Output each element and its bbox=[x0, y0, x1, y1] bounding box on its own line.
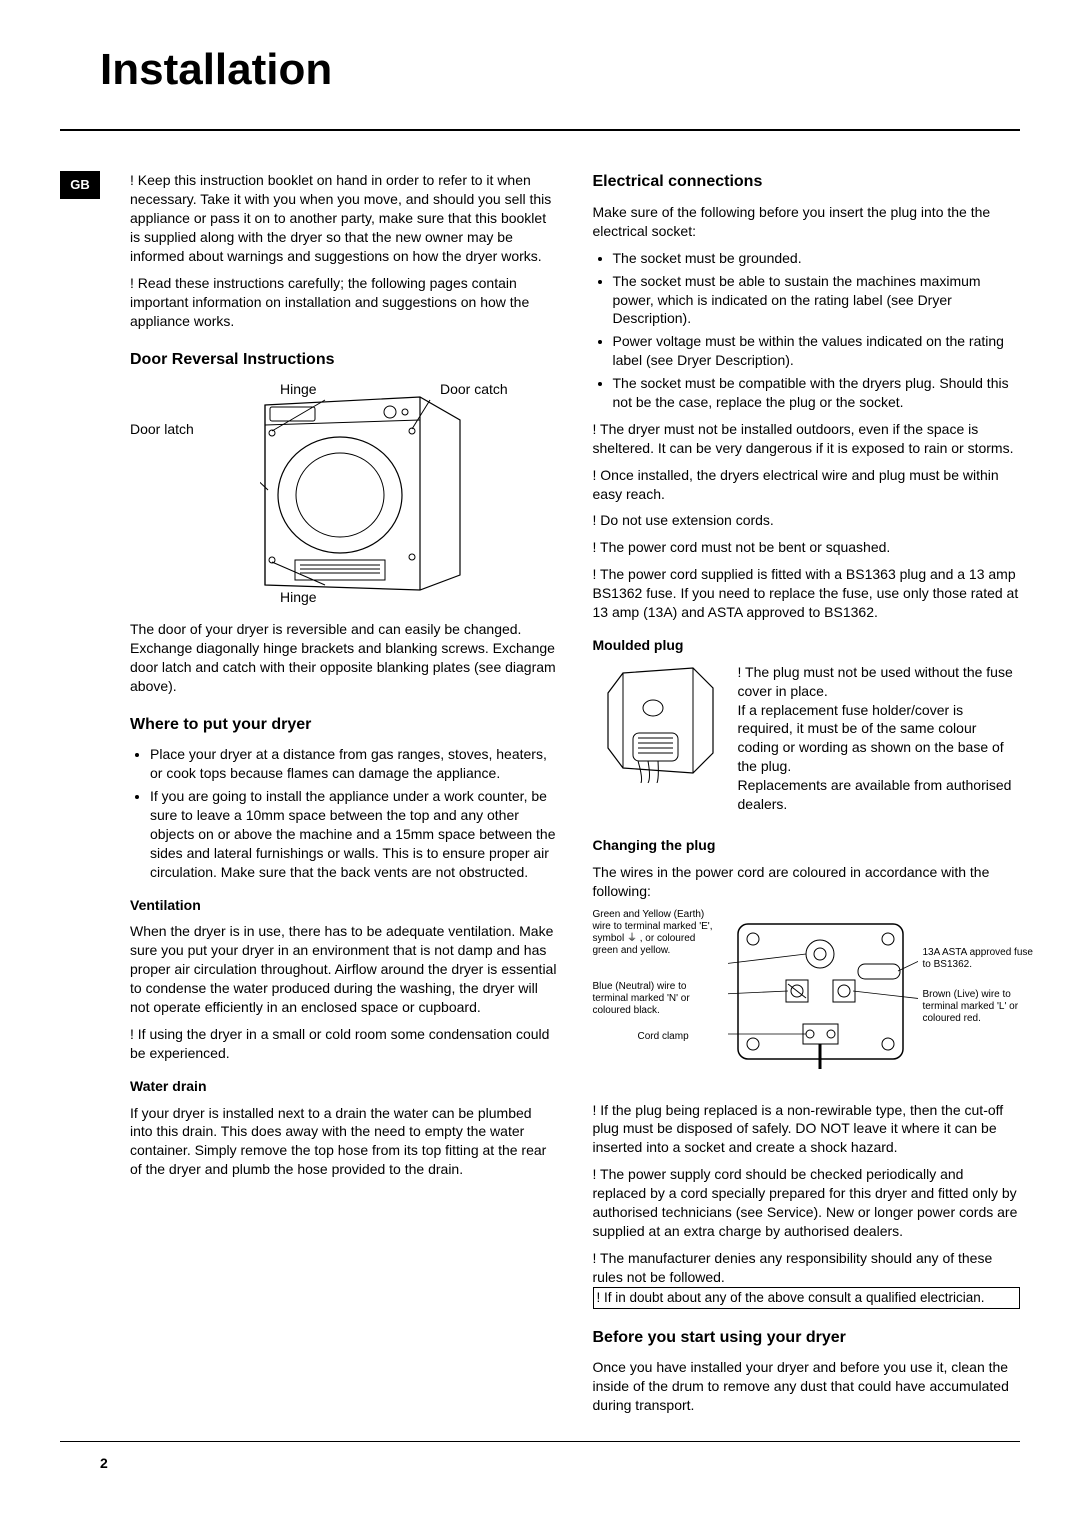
boxed-note: ! If in doubt about any of the above con… bbox=[593, 1287, 1021, 1309]
before-p: Once you have installed your dryer and b… bbox=[593, 1358, 1021, 1415]
intro-p2: ! Read these instructions carefully; the… bbox=[130, 274, 558, 331]
elec-item-2: The socket must be able to sustain the m… bbox=[613, 272, 1021, 329]
elec-p2: ! Once installed, the dryers electrical … bbox=[593, 466, 1021, 504]
elec-list: The socket must be grounded. The socket … bbox=[593, 249, 1021, 412]
moulded-plug-section: ! The plug must not be used without the … bbox=[593, 663, 1021, 822]
drain-p: If your dryer is installed next to a dra… bbox=[130, 1104, 558, 1180]
wiring-diagram: Green and Yellow (Earth) wire to termina… bbox=[593, 909, 1021, 1089]
fuse-label: 13A ASTA approved fuse to BS1362. bbox=[923, 947, 1043, 971]
bottom-rule bbox=[60, 1441, 1020, 1442]
door-heading: Door Reversal Instructions bbox=[130, 349, 558, 371]
elec-intro: Make sure of the following before you in… bbox=[593, 203, 1021, 241]
moulded-plug-icon bbox=[593, 663, 723, 783]
changing-heading: Changing the plug bbox=[593, 836, 1021, 855]
elec-p5: ! The power cord supplied is fitted with… bbox=[593, 565, 1021, 622]
dryer-diagram: Door latch Hinge Door catch Hinge bbox=[130, 380, 558, 610]
elec-item-1: The socket must be grounded. bbox=[613, 249, 1021, 268]
drain-heading: Water drain bbox=[130, 1077, 558, 1096]
language-badge: GB bbox=[60, 171, 100, 199]
where-list: Place your dryer at a distance from gas … bbox=[130, 745, 558, 881]
neutral-label: Blue (Neutral) wire to terminal marked '… bbox=[593, 981, 723, 1017]
where-heading: Where to put your dryer bbox=[130, 714, 558, 736]
right-column: Electrical connections Make sure of the … bbox=[593, 171, 1021, 1423]
left-column: ! Keep this instruction booklet on hand … bbox=[130, 171, 558, 1423]
moulded-heading: Moulded plug bbox=[593, 636, 1021, 655]
before-heading: Before you start using your dryer bbox=[593, 1327, 1021, 1349]
elec-item-4: The socket must be compatible with the d… bbox=[613, 374, 1021, 412]
warn-p2: ! The power supply cord should be checke… bbox=[593, 1165, 1021, 1241]
elec-p1: ! The dryer must not be installed outdoo… bbox=[593, 420, 1021, 458]
elec-heading: Electrical connections bbox=[593, 171, 1021, 193]
ventilation-p1: When the dryer is in use, there has to b… bbox=[130, 922, 558, 1016]
ventilation-p2: ! If using the dryer in a small or cold … bbox=[130, 1025, 558, 1063]
clamp-label: Cord clamp bbox=[638, 1031, 689, 1043]
elec-p4: ! The power cord must not be bent or squ… bbox=[593, 538, 1021, 557]
door-p: The door of your dryer is reversible and… bbox=[130, 620, 558, 696]
where-item-2: If you are going to install the applianc… bbox=[150, 787, 558, 881]
elec-p3: ! Do not use extension cords. bbox=[593, 511, 1021, 530]
warn-p1: ! If the plug being replaced is a non-re… bbox=[593, 1101, 1021, 1158]
page-title: Installation bbox=[100, 40, 1020, 99]
main-grid: GB ! Keep this instruction booklet on ha… bbox=[60, 171, 1020, 1423]
warn-p3: ! The manufacturer denies any responsibi… bbox=[593, 1249, 1021, 1287]
ventilation-heading: Ventilation bbox=[130, 896, 558, 915]
top-rule bbox=[60, 129, 1020, 131]
live-label: Brown (Live) wire to terminal marked 'L'… bbox=[923, 989, 1043, 1025]
dryer-icon bbox=[260, 395, 470, 595]
columns: ! Keep this instruction booklet on hand … bbox=[130, 171, 1020, 1423]
door-latch-label: Door latch bbox=[130, 420, 194, 439]
left-margin: GB bbox=[60, 171, 100, 1423]
changing-p: The wires in the power cord are coloured… bbox=[593, 863, 1021, 901]
wiring-plug-icon bbox=[728, 914, 918, 1074]
intro-p1: ! Keep this instruction booklet on hand … bbox=[130, 171, 558, 265]
page-number: 2 bbox=[100, 1454, 1020, 1473]
moulded-p: ! The plug must not be used without the … bbox=[738, 663, 1021, 814]
where-item-1: Place your dryer at a distance from gas … bbox=[150, 745, 558, 783]
elec-item-3: Power voltage must be within the values … bbox=[613, 332, 1021, 370]
earth-label: Green and Yellow (Earth) wire to termina… bbox=[593, 909, 723, 957]
